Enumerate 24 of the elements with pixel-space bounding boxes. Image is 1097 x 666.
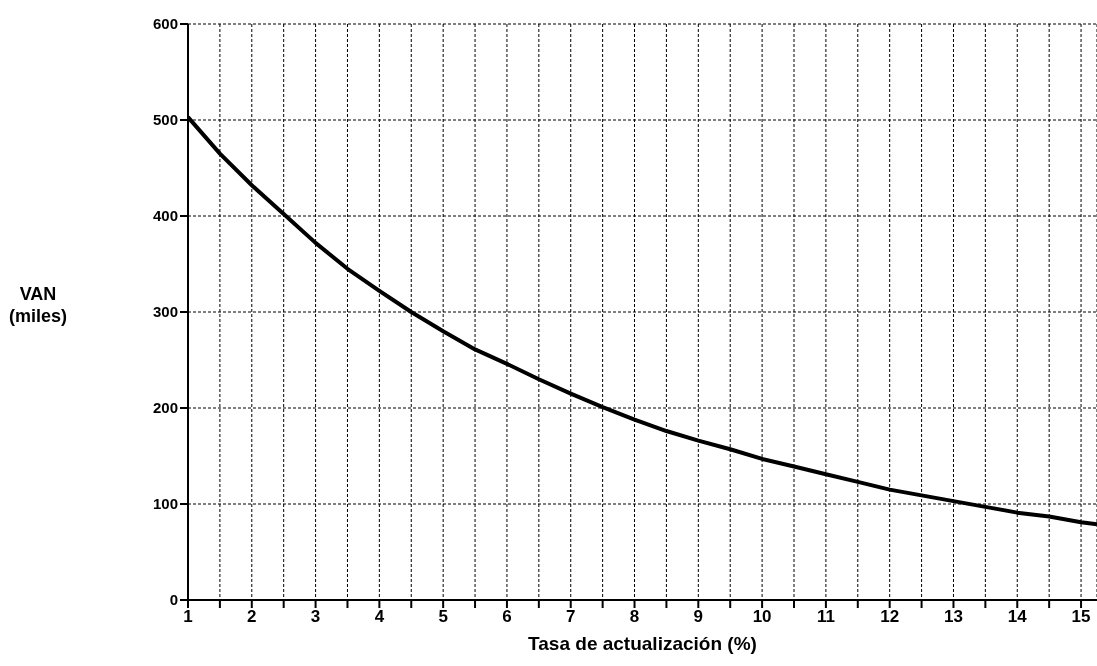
x-tick-label: 6 — [502, 607, 512, 627]
x-tick-label: 10 — [752, 607, 772, 627]
x-tick-label: 4 — [374, 607, 385, 627]
x-tick-label: 3 — [310, 607, 321, 627]
y-tick-label: 400 — [152, 207, 178, 225]
y-tick-label: 200 — [152, 399, 178, 417]
y-tick-label: 500 — [152, 111, 178, 129]
x-tick-label: 7 — [566, 607, 576, 627]
x-tick-label: 15 — [1071, 607, 1091, 627]
x-axis-title: Tasa de actualización (%) — [528, 633, 757, 654]
x-tick-label: 12 — [880, 607, 900, 627]
x-tick-label: 13 — [944, 607, 963, 627]
y-tick-label: 100 — [152, 495, 178, 513]
y-tick-label: 600 — [152, 15, 178, 33]
x-tick-label: 2 — [247, 607, 257, 627]
y-tick-label: 0 — [169, 591, 178, 609]
x-tick-label: 5 — [438, 607, 448, 627]
x-tick-label: 11 — [816, 607, 835, 627]
y-tick-label: 300 — [152, 303, 178, 321]
x-tick-label: 14 — [1007, 607, 1028, 627]
x-tick-label: 1 — [183, 607, 193, 627]
y-axis-title: VAN (miles) — [8, 284, 68, 326]
x-tick-label: 9 — [693, 607, 704, 627]
x-tick-label: 8 — [629, 607, 640, 627]
